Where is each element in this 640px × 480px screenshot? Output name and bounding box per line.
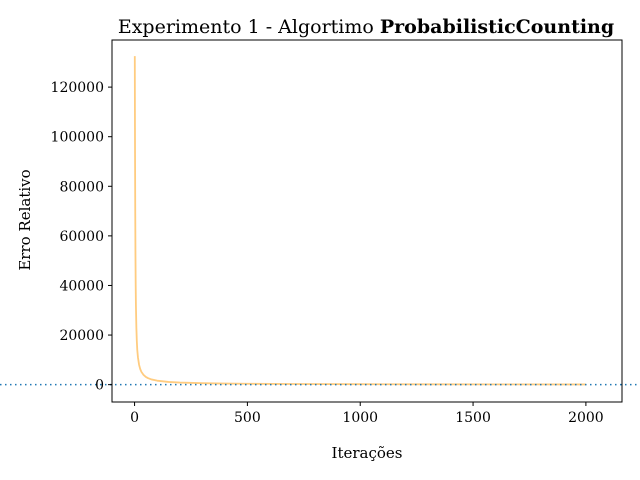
x-tick-label: 1000 bbox=[342, 410, 378, 426]
x-axis-label: Iterações bbox=[332, 444, 403, 462]
chart-title: Experimento 1 - Algortimo ProbabilisticC… bbox=[118, 16, 614, 38]
x-tick-label: 1500 bbox=[455, 410, 491, 426]
chart-title-prefix: Experimento 1 - Algortimo bbox=[118, 16, 380, 38]
y-tick-label: 20000 bbox=[59, 328, 104, 344]
y-tick-label: 100000 bbox=[51, 130, 104, 146]
y-tick-label: 80000 bbox=[59, 179, 104, 195]
y-tick-label: 120000 bbox=[51, 80, 104, 96]
y-axis-label: Erro Relativo bbox=[16, 169, 34, 270]
x-tick-label: 0 bbox=[130, 410, 139, 426]
chart-title-bold: ProbabilisticCounting bbox=[380, 16, 614, 38]
y-tick-label: 40000 bbox=[59, 278, 104, 294]
y-tick-label: 0 bbox=[95, 378, 104, 394]
series-line-0 bbox=[133, 56, 586, 386]
x-tick-label: 500 bbox=[234, 410, 261, 426]
plot-frame bbox=[111, 39, 623, 403]
y-tick-label: 60000 bbox=[59, 229, 104, 245]
x-tick-label: 2000 bbox=[568, 410, 604, 426]
